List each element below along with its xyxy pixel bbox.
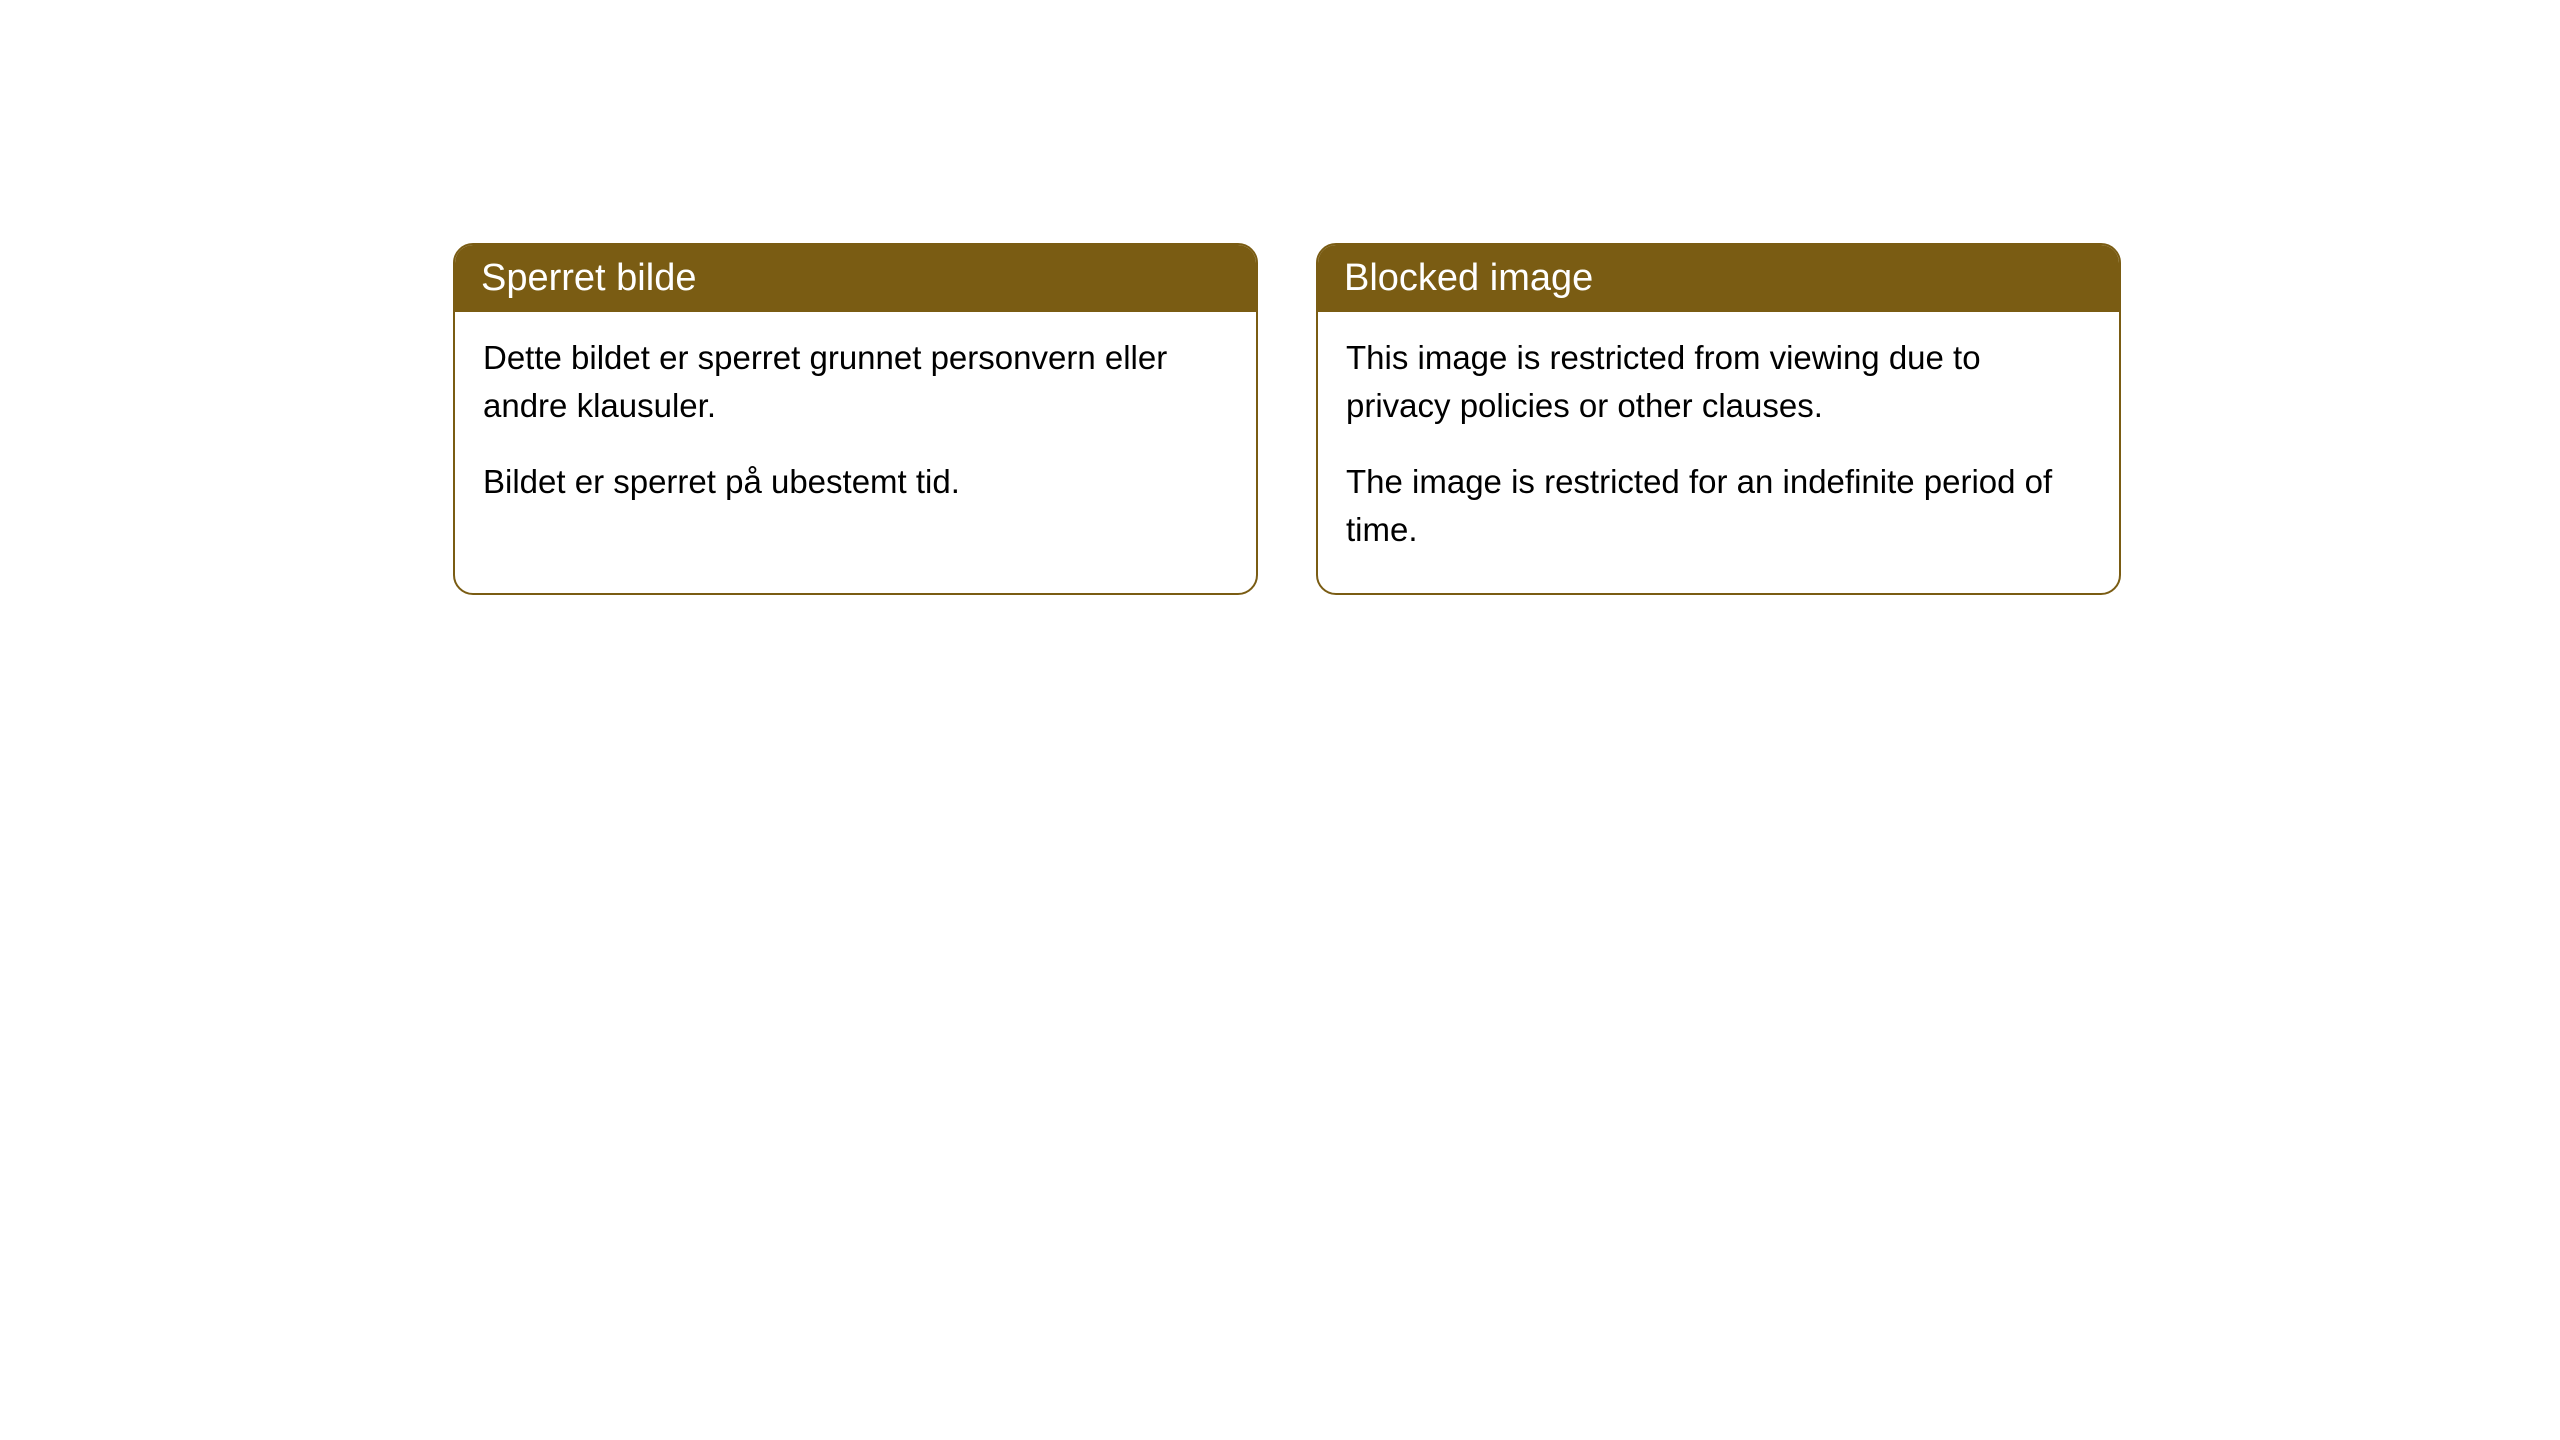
card-paragraph: Bildet er sperret på ubestemt tid.	[483, 458, 1228, 506]
card-header-english: Blocked image	[1318, 245, 2119, 312]
card-paragraph: This image is restricted from viewing du…	[1346, 334, 2091, 430]
notice-cards-container: Sperret bilde Dette bildet er sperret gr…	[453, 243, 2121, 595]
notice-card-norwegian: Sperret bilde Dette bildet er sperret gr…	[453, 243, 1258, 595]
card-body-english: This image is restricted from viewing du…	[1318, 312, 2119, 593]
card-title: Blocked image	[1344, 257, 1593, 299]
card-title: Sperret bilde	[481, 257, 696, 299]
notice-card-english: Blocked image This image is restricted f…	[1316, 243, 2121, 595]
card-paragraph: The image is restricted for an indefinit…	[1346, 458, 2091, 554]
card-paragraph: Dette bildet er sperret grunnet personve…	[483, 334, 1228, 430]
card-header-norwegian: Sperret bilde	[455, 245, 1256, 312]
card-body-norwegian: Dette bildet er sperret grunnet personve…	[455, 312, 1256, 546]
